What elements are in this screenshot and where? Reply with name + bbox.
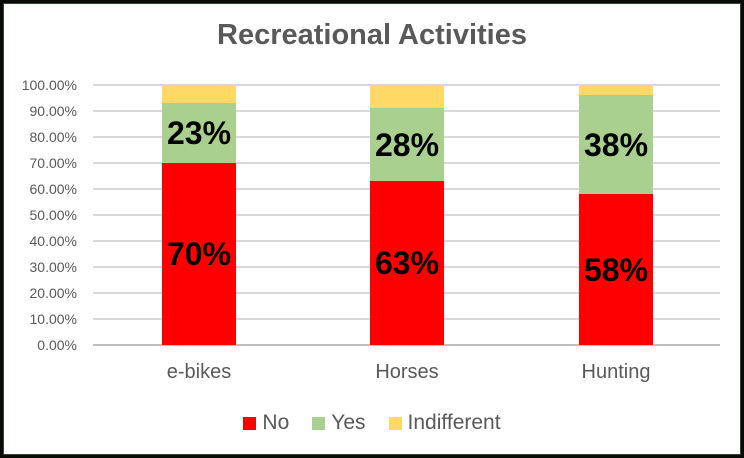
y-tick-label: 80.00% xyxy=(29,129,77,145)
legend-label: Yes xyxy=(331,411,366,434)
y-tick-label: 90.00% xyxy=(29,103,77,119)
legend-swatch-no xyxy=(243,416,257,430)
x-axis-label-hunting: Hunting xyxy=(581,361,651,383)
bar-segment-horses-indifferent xyxy=(370,85,444,109)
y-tick-label: 30.00% xyxy=(29,259,77,275)
bar-segment-e-bikes-indifferent xyxy=(162,85,236,104)
bar-segment-e-bikes-yes: 23% xyxy=(162,103,236,163)
data-label: 28% xyxy=(374,126,440,163)
x-axis-label-e-bikes: e-bikes xyxy=(166,361,232,383)
legend-label: Indifferent xyxy=(407,411,501,434)
x-axis-line xyxy=(93,344,720,346)
legend: No Yes Indifferent xyxy=(3,411,741,435)
legend-item-no: No xyxy=(243,411,289,435)
legend-item-yes: Yes xyxy=(312,411,366,435)
y-tick-label: 60.00% xyxy=(29,181,77,197)
y-tick-label: 0.00% xyxy=(37,337,77,353)
data-label: 63% xyxy=(374,245,440,282)
chart-title: Recreational Activities xyxy=(217,19,527,51)
x-axis-label-horses: Horses xyxy=(375,361,439,383)
y-tick-label: 40.00% xyxy=(29,233,77,249)
data-label: 70% xyxy=(166,236,232,272)
y-tick-label: 100.00% xyxy=(21,77,77,93)
y-tick-label: 20.00% xyxy=(29,285,77,301)
bar-segment-e-bikes-no: 70% xyxy=(162,163,236,345)
y-tick-label: 10.00% xyxy=(29,311,77,327)
bar-segment-horses-yes: 28% xyxy=(370,108,444,182)
legend-swatch-yes xyxy=(312,416,326,430)
data-label: 23% xyxy=(166,115,232,152)
bar-segment-hunting-no: 58% xyxy=(579,194,653,345)
data-label: 38% xyxy=(583,126,649,163)
bar-segment-horses-no: 63% xyxy=(370,181,444,345)
legend-item-indifferent: Indifferent xyxy=(388,411,501,435)
y-tick-label: 70.00% xyxy=(29,155,77,171)
legend-label: No xyxy=(262,411,290,434)
plot-area: 70% 23% 63% 28% 58% 38% xyxy=(93,84,720,346)
bar-segment-hunting-indifferent xyxy=(579,85,653,96)
bar-segment-hunting-yes: 38% xyxy=(579,95,653,195)
data-label: 58% xyxy=(583,251,649,288)
legend-swatch-indifferent xyxy=(388,416,402,430)
y-tick-label: 50.00% xyxy=(29,207,77,223)
